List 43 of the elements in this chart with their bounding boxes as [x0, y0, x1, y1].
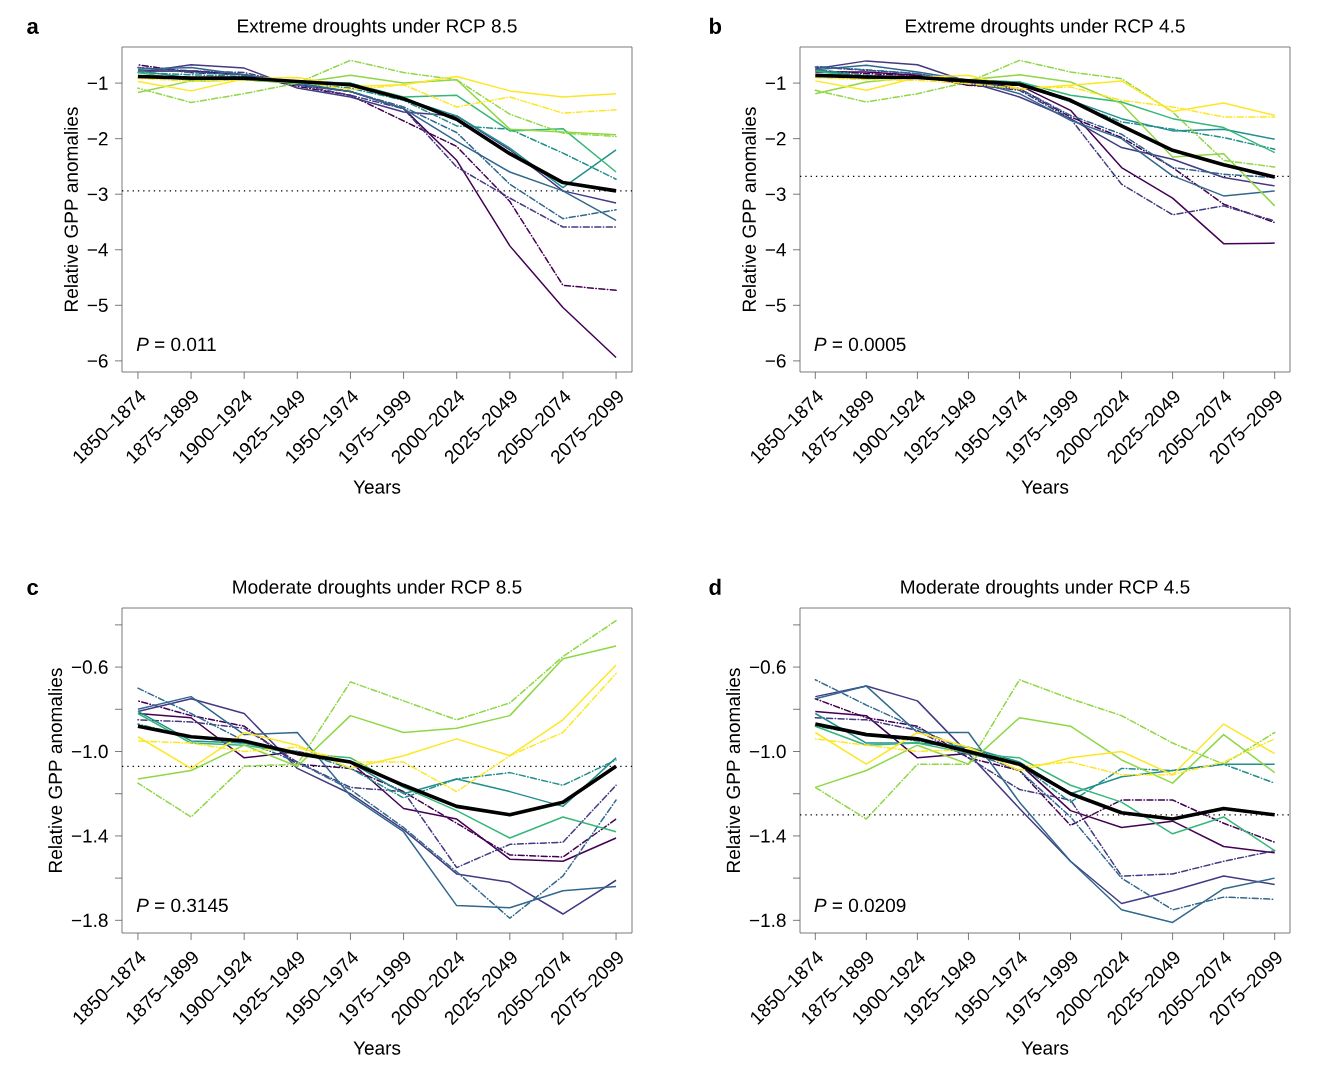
annotation: P = 0.011	[136, 337, 216, 352]
annotation: P = 0.0005	[814, 337, 906, 352]
text: d	[709, 578, 721, 595]
y-tick-label: −1	[87, 76, 108, 90]
line-series	[137, 619, 617, 818]
y-tick-label: −2	[87, 132, 108, 146]
y-tick-label: −5	[87, 298, 108, 312]
chart-title: Extreme droughts under RCP 4.5	[906, 18, 1185, 37]
y-tick-label: −1.4	[749, 829, 786, 843]
y-tick-label: −5	[765, 298, 786, 312]
y-tick-label: −6	[765, 354, 786, 368]
x-axis-title: Years	[353, 1041, 401, 1055]
x-axis-title: Years	[1021, 480, 1069, 494]
chart-title: Extreme droughts under RCP 8.5	[238, 18, 517, 37]
text: a	[27, 21, 39, 34]
x-axis-title: Years	[1021, 1041, 1069, 1055]
y-tick-label: −6	[87, 354, 108, 368]
y-tick-label: −4	[765, 243, 786, 257]
y-tick-label: −0.6	[749, 660, 786, 674]
y-tick-label: −3	[87, 187, 108, 201]
y-tick-label: −1	[765, 76, 786, 90]
y-tick-label: −1.8	[71, 913, 108, 928]
annotation: P = 0.0209	[814, 898, 906, 913]
chart-title: Moderate droughts under RCP 4.5	[901, 579, 1190, 598]
y-axis-title: Relative GPP anomalies	[48, 668, 63, 872]
y-axis-title: Relative GPP anomalies	[63, 107, 78, 311]
line-series	[137, 77, 617, 114]
chart-title: Moderate droughts under RCP 8.5	[233, 579, 522, 598]
text: b	[709, 17, 722, 34]
x-axis-title: Years	[353, 480, 401, 494]
text: c	[27, 582, 39, 595]
line-series	[814, 723, 1276, 776]
y-axis-title: Relative GPP anomalies	[741, 107, 756, 311]
y-tick-label: −1.8	[749, 913, 786, 928]
y-tick-label: −4	[87, 243, 108, 257]
annotation: P = 0.3145	[136, 898, 228, 913]
y-tick-label: −2	[765, 132, 786, 146]
y-tick-label: −3	[765, 187, 786, 201]
y-tick-label: −0.6	[71, 660, 108, 674]
y-tick-label: −1.4	[71, 829, 108, 843]
y-tick-label: −1.0	[71, 744, 108, 759]
y-tick-label: −1.0	[749, 744, 786, 759]
y-axis-title: Relative GPP anomalies	[726, 668, 741, 872]
